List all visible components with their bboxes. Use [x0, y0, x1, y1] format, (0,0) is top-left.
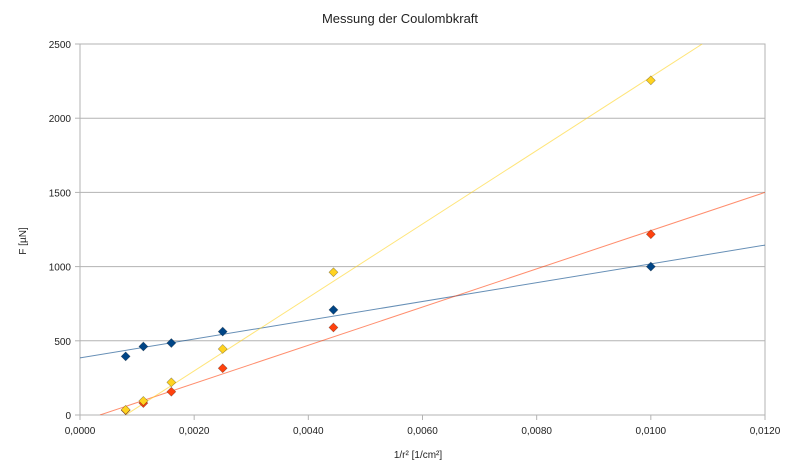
y-tick-label: 1000: [49, 263, 72, 274]
y-tick-label: 0: [65, 411, 71, 422]
x-tick-label: 0,0040: [293, 426, 324, 437]
x-axis-ticks: 0,0000 0,0020 0,0040 0,0060 0,0080 0,0100 0,01…: [65, 415, 781, 437]
data-point-series-2: [328, 322, 339, 333]
y-tick-label: 2000: [49, 114, 72, 125]
data-point-series-1: [120, 351, 131, 362]
gridlines: [80, 43, 765, 416]
data-point-series-3: [328, 267, 339, 278]
data-point-series-3: [120, 404, 131, 415]
data-point-series-1: [328, 305, 339, 315]
x-tick-label: 0,0120: [750, 426, 781, 437]
data-point-series-1: [217, 326, 228, 337]
x-tick-label: 0,0100: [636, 426, 667, 437]
y-tick-label: 2500: [49, 40, 72, 51]
data-point-series-3: [138, 395, 149, 406]
plot-area: [79, 43, 766, 416]
x-axis-label: 1/r² [1/cm²]: [394, 450, 443, 461]
data-point-series-2: [166, 386, 177, 397]
trend-line-series-3: [125, 44, 703, 415]
x-tick-label: 0,0000: [65, 426, 96, 437]
data-points: [120, 75, 656, 416]
data-point-series-2: [645, 229, 656, 240]
data-point-series-2: [217, 363, 228, 374]
trend-line-series-2: [99, 191, 765, 415]
y-axis-ticks: 0 500 1000 1500 2000 2500: [49, 40, 80, 422]
data-point-series-3: [645, 75, 656, 86]
chart-title: Messung der Coulombkraft: [322, 11, 478, 26]
x-tick-label: 0,0060: [407, 426, 438, 437]
data-point-series-1: [138, 341, 149, 352]
y-tick-label: 1500: [49, 188, 72, 199]
data-point-series-3: [166, 377, 177, 388]
trend-lines: [80, 44, 765, 415]
data-point-series-3: [217, 344, 228, 354]
y-axis-label: F [µN]: [18, 227, 29, 255]
x-tick-label: 0,0080: [521, 426, 552, 437]
data-point-series-1: [645, 261, 656, 272]
y-tick-label: 500: [54, 337, 71, 348]
x-tick-label: 0,0020: [179, 426, 210, 437]
data-point-series-1: [166, 338, 177, 348]
